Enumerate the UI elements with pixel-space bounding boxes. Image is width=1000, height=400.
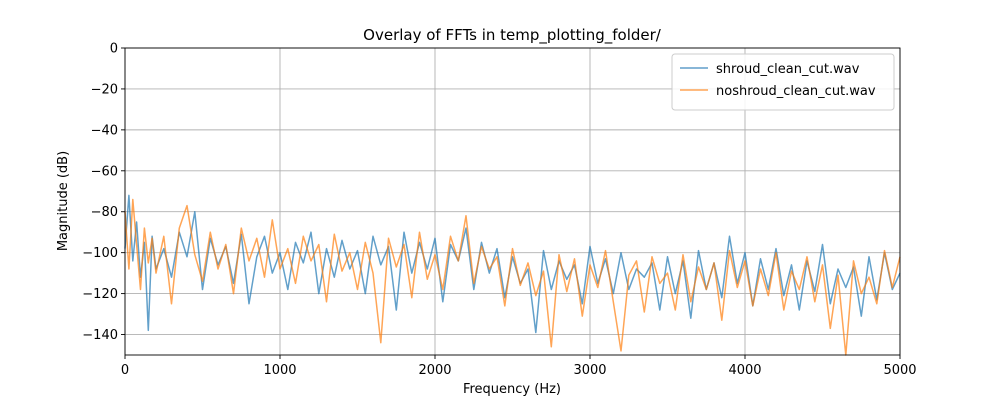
y-tick-label: −120 (82, 287, 118, 302)
y-tick-label: −20 (91, 82, 118, 97)
legend-label: shroud_clean_cut.wav (716, 62, 860, 77)
legend: shroud_clean_cut.wav noshroud_clean_cut.w… (671, 53, 895, 111)
y-tick-label: −60 (91, 164, 118, 179)
x-tick-label: 3000 (573, 363, 606, 378)
x-tick-label: 0 (121, 363, 129, 378)
plot-area (124, 194, 901, 356)
plot-frame (124, 47, 901, 356)
legend-label: noshroud_clean_cut.wav (716, 84, 876, 99)
x-tick-label: 5000 (883, 363, 916, 378)
legend-box (671, 53, 895, 111)
y-tick-label: −100 (82, 246, 118, 261)
y-axis-label: Magnitude (dB) (56, 151, 71, 251)
series-line-2 (124, 198, 901, 356)
x-tick-label: 4000 (728, 363, 761, 378)
chart-title: Overlay of FFTs in temp_plotting_folder/ (363, 26, 662, 45)
y-tick-label: −40 (91, 123, 118, 138)
x-tick-label: 2000 (418, 363, 451, 378)
axes-ticks: 0 1000 2000 3000 4000 5000 0 −20 −40 −60 −80 −100 −1… (82, 42, 916, 379)
x-tick-label: 1000 (263, 363, 296, 378)
x-axis-label: Frequency (Hz) (463, 382, 561, 397)
y-tick-label: 0 (110, 42, 118, 57)
y-tick-label: −140 (82, 328, 118, 343)
y-tick-label: −80 (91, 205, 118, 220)
